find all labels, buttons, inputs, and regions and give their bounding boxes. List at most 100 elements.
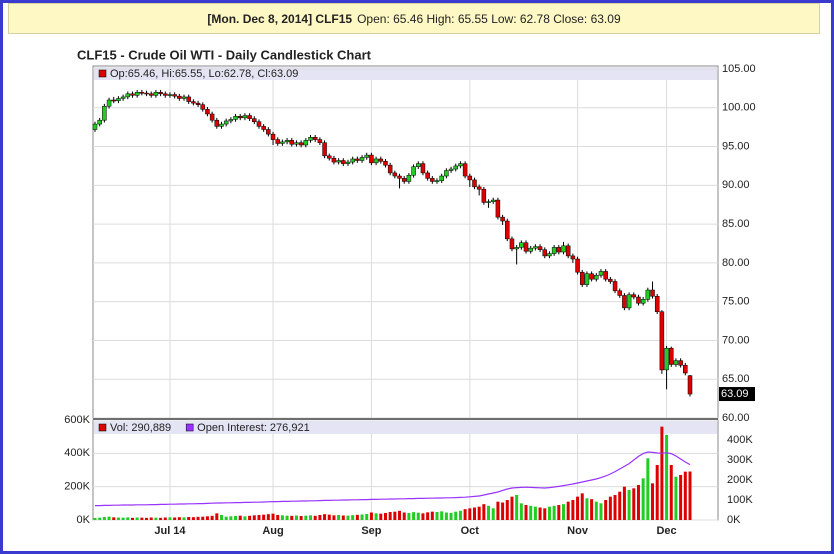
x-tick-label: Jul 14 <box>154 525 186 537</box>
volume-bar <box>426 512 430 520</box>
volume-bar <box>590 499 594 520</box>
volume-bar <box>627 490 631 520</box>
candle-body <box>181 96 187 99</box>
candle-body <box>565 245 571 257</box>
y-tick-label: 100.00 <box>722 102 756 114</box>
candle-body <box>317 139 323 143</box>
volume-bar <box>205 516 209 520</box>
volume-bar <box>416 512 420 520</box>
volume-bar <box>669 465 673 520</box>
y2-tick-label: 0K <box>727 514 741 526</box>
candle-body <box>205 109 210 115</box>
volume-bar <box>187 517 191 520</box>
volume-bar <box>309 515 313 520</box>
legend-swatch <box>98 69 107 78</box>
candle-body <box>505 220 510 240</box>
volume-bar <box>149 517 153 520</box>
y2-tick-label: 400K <box>727 434 753 446</box>
candle-body <box>223 120 229 125</box>
volume-bar <box>449 512 453 520</box>
volume-bar <box>421 513 425 520</box>
volume-bar <box>285 515 289 520</box>
volume-bar <box>398 510 402 520</box>
candle-body <box>444 170 449 177</box>
candle-body <box>533 246 538 249</box>
quote-header: [Mon. Dec 8, 2014] CLF15 Open: 65.46 Hig… <box>8 3 820 34</box>
candle-body <box>519 242 524 248</box>
volume-bar <box>154 517 158 520</box>
volume-bar <box>472 507 476 520</box>
candle-body <box>92 123 98 130</box>
x-tick-label: Oct <box>461 525 480 537</box>
legend-swatch <box>98 423 107 432</box>
candle-body <box>420 163 426 174</box>
volume-bar <box>636 485 640 520</box>
price-panel <box>92 65 719 419</box>
volume-bar <box>655 465 659 520</box>
volume-bar <box>177 517 181 520</box>
candle-body <box>364 154 369 158</box>
volume-bar <box>468 508 472 520</box>
volume-bar <box>440 511 444 520</box>
candle-body <box>369 154 374 164</box>
volume-bar <box>407 513 411 520</box>
volume-bar <box>229 516 233 520</box>
volume-bar <box>318 515 322 520</box>
volume-bar <box>594 501 598 520</box>
volume-bar <box>313 515 317 520</box>
candle-body <box>134 92 140 96</box>
candle-body <box>298 142 304 146</box>
y-tick-label: 80.00 <box>722 257 750 269</box>
candle-body <box>622 295 627 309</box>
candle-body <box>270 133 276 140</box>
y-tick-label: 105.00 <box>722 63 756 75</box>
candle-body <box>598 271 604 276</box>
volume-bar <box>234 516 238 520</box>
candle-body <box>116 98 121 102</box>
candle-body <box>97 119 102 125</box>
candle-body <box>280 141 285 144</box>
volume-bar <box>674 476 678 520</box>
y2-tick-label: 200K <box>727 474 753 486</box>
volume-bar <box>210 515 214 520</box>
candle-body <box>645 289 651 300</box>
candle-body <box>261 126 266 130</box>
volume-bar <box>646 458 650 520</box>
volume-bar <box>608 496 612 520</box>
candle-body <box>575 258 580 273</box>
candle-body <box>242 115 248 119</box>
volume-bar <box>271 513 275 520</box>
x-tick-label: Dec <box>656 525 676 537</box>
candle-body <box>617 290 622 296</box>
candle-body <box>148 93 154 96</box>
volume-bar <box>201 516 205 520</box>
volume-bar <box>182 517 186 520</box>
y-tick-label: 85.00 <box>722 218 750 230</box>
y-tick-label: 600K <box>64 414 90 426</box>
candle-body <box>275 139 280 144</box>
volume-bar <box>243 516 247 520</box>
candle-body <box>172 94 177 97</box>
volume-bar <box>299 516 303 520</box>
candle-body <box>631 294 637 298</box>
volume-bar <box>412 512 416 520</box>
volume-bar <box>477 506 481 520</box>
volume-bar <box>435 512 439 520</box>
candle-body <box>523 242 529 252</box>
legend-swatch <box>185 423 194 432</box>
volume-bar <box>458 510 462 520</box>
candle-body <box>219 123 224 127</box>
candle-body <box>486 201 491 203</box>
volume-bar <box>660 426 664 520</box>
volume-bar <box>641 478 645 520</box>
candle-body <box>252 118 257 122</box>
y-tick-label: 70.00 <box>722 334 750 346</box>
candle-body <box>214 119 220 127</box>
volume-bar <box>519 503 523 520</box>
volume-bar <box>374 513 378 520</box>
candle-body <box>579 271 585 285</box>
candle-body <box>266 129 271 135</box>
volume-bar <box>257 515 261 520</box>
volume-bar <box>276 515 280 520</box>
volume-bar <box>163 517 167 520</box>
